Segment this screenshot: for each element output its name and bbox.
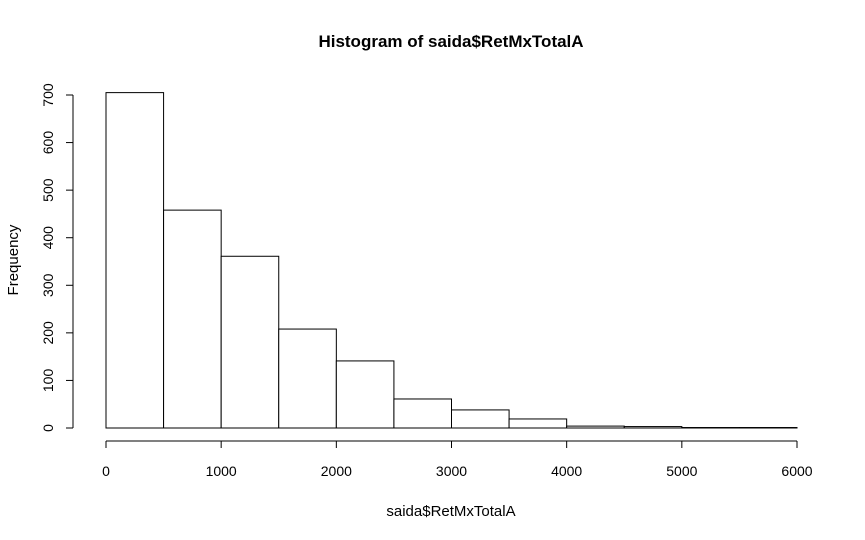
y-axis-label: Frequency bbox=[5, 224, 22, 295]
chart-title: Histogram of saida$RetMxTotalA bbox=[318, 32, 583, 51]
histogram-bar-4 bbox=[335, 360, 395, 429]
x-tick-label-0: 0 bbox=[102, 463, 110, 479]
y-tick-label-6: 600 bbox=[40, 131, 56, 155]
histogram-bar-9 bbox=[623, 426, 683, 429]
y-axis: 0 100 200 300 400 500 600 700 bbox=[40, 83, 74, 432]
y-tick-label-4: 400 bbox=[40, 226, 56, 250]
y-tick-label-3: 300 bbox=[40, 273, 56, 297]
bars-group bbox=[105, 92, 798, 429]
y-tick-label-1: 100 bbox=[40, 369, 56, 393]
histogram-bar-2 bbox=[220, 255, 280, 429]
histogram-bar-1 bbox=[163, 209, 222, 429]
x-tick-label-5: 5000 bbox=[666, 463, 697, 479]
y-tick-label-5: 500 bbox=[40, 178, 56, 202]
y-tick-label-7: 700 bbox=[40, 83, 56, 107]
histogram-bar-5 bbox=[393, 398, 452, 429]
x-axis-label: saida$RetMxTotalA bbox=[386, 503, 515, 520]
x-tick-label-2: 2000 bbox=[321, 463, 352, 479]
x-axis: 0 1000 2000 3000 4000 5000 6000 bbox=[102, 440, 813, 479]
x-tick-label-1: 1000 bbox=[206, 463, 237, 479]
histogram-bar-6 bbox=[451, 409, 510, 429]
histogram-bar-0 bbox=[105, 92, 165, 429]
histogram-bar-8 bbox=[566, 425, 625, 429]
histogram-bar-7 bbox=[508, 418, 568, 429]
x-tick-label-3: 3000 bbox=[436, 463, 467, 479]
y-tick-label-2: 200 bbox=[40, 321, 56, 345]
x-tick-label-4: 4000 bbox=[551, 463, 582, 479]
y-tick-label-0: 0 bbox=[40, 424, 56, 432]
histogram-bar-3 bbox=[278, 328, 337, 429]
x-tick-label-6: 6000 bbox=[781, 463, 812, 479]
